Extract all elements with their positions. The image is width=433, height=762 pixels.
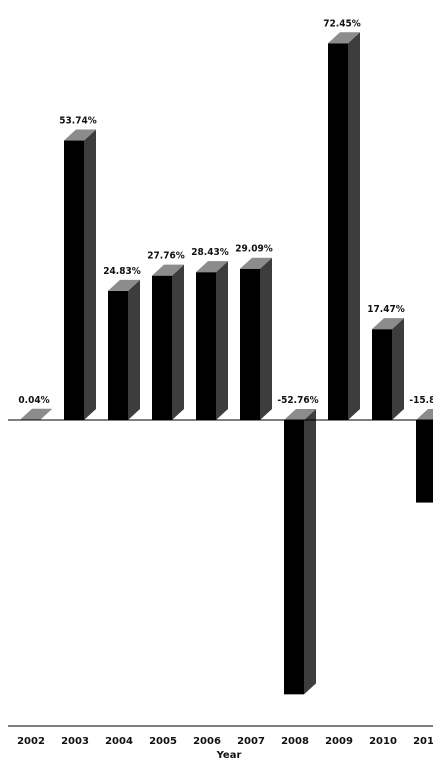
bar-2005 [152, 264, 184, 420]
bar-2011 [416, 409, 433, 503]
bar-top-2002 [20, 408, 52, 420]
bar-front-2011 [416, 420, 433, 503]
bar-front-2008 [284, 420, 304, 695]
x-tick-label-2004: 2004 [105, 736, 133, 747]
bar-front-2004 [108, 290, 128, 420]
bar-front-2009 [328, 43, 348, 420]
bar-top-2007 [240, 257, 272, 269]
bar-top-2003 [64, 129, 96, 141]
data-label-2008: -52.76% [277, 395, 318, 406]
x-tick-label-2010: 2010 [369, 736, 397, 747]
x-tick-label-2009: 2009 [325, 736, 353, 747]
bar-top-2010 [372, 318, 404, 330]
x-tick-label-2008: 2008 [281, 736, 309, 747]
bar-side-2005 [172, 264, 184, 420]
bar-2006 [196, 261, 228, 420]
labels-layer: 0.04% 53.74% 24.83% 27.76% 28.43% 29.09% -52.7… [18, 18, 433, 406]
x-axis-title: Year [216, 750, 242, 761]
bar-front-2003 [64, 140, 84, 420]
bar-2009 [328, 32, 360, 420]
bar-2003 [64, 129, 96, 420]
bar-side-2007 [260, 257, 272, 420]
x-tick-label-2011: 2011 [413, 736, 433, 747]
x-tick-label-2006: 2006 [193, 736, 221, 747]
x-tick-label-2002: 2002 [17, 736, 45, 747]
data-label-2003: 53.74% [59, 116, 96, 127]
bar-top-2005 [152, 264, 184, 276]
bar-2007 [240, 257, 272, 420]
data-label-2010: 17.47% [367, 304, 404, 315]
bar-front-2006 [196, 272, 216, 420]
data-label-2007: 29.09% [235, 244, 272, 255]
bar-top-2006 [196, 261, 228, 273]
bar-front-2010 [372, 329, 392, 420]
x-tick-label-2003: 2003 [61, 736, 89, 747]
bar-front-2007 [240, 268, 260, 420]
data-label-2002: 0.04% [18, 395, 49, 406]
bar-2010 [372, 318, 404, 420]
bar-2002 [20, 408, 52, 420]
bar-top-2009 [328, 32, 360, 44]
bar-top-2008 [284, 409, 316, 420]
bar-side-2008 [304, 409, 316, 695]
bar-2008 [284, 409, 316, 695]
x-tick-label-2005: 2005 [149, 736, 177, 747]
bar-side-2002 [40, 408, 52, 420]
x-tick-labels: 2002 2003 2004 2005 2006 2007 2008 2009 2010 2011 [17, 736, 433, 747]
bar-top-2011 [416, 409, 433, 420]
bar-2004 [108, 279, 140, 420]
bars-layer [20, 32, 433, 695]
bar-side-2003 [84, 129, 96, 420]
bar-side-2009 [348, 32, 360, 420]
x-tick-label-2007: 2007 [237, 736, 265, 747]
data-label-2005: 27.76% [147, 251, 184, 262]
data-label-2006: 28.43% [191, 247, 228, 258]
bar-side-2006 [216, 261, 228, 420]
bar-side-2004 [128, 279, 140, 420]
bar-top-2004 [108, 279, 140, 291]
data-label-2004: 24.83% [103, 266, 140, 277]
bar-front-2005 [152, 275, 172, 420]
data-label-2011: -15.88% [409, 395, 433, 406]
bar-side-2010 [392, 318, 404, 420]
data-label-2009: 72.45% [323, 18, 360, 29]
